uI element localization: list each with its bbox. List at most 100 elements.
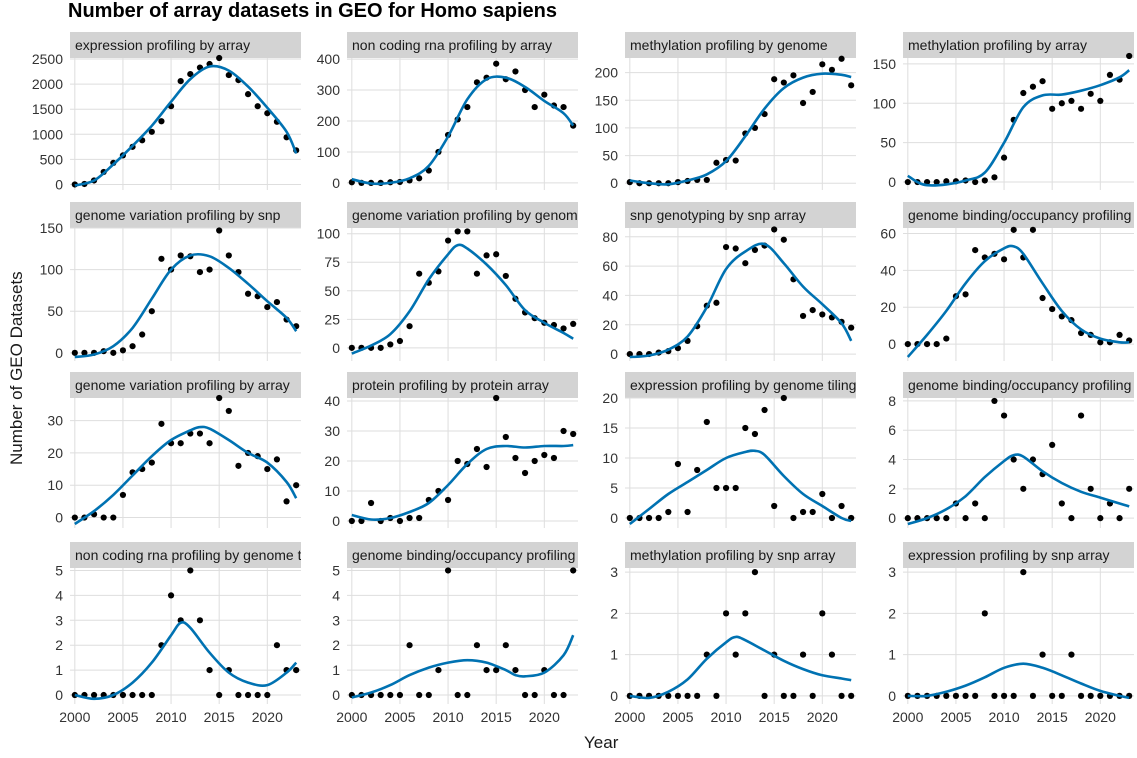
data-point [799,651,807,658]
y-tick-label: 200 [595,65,619,81]
data-point [129,343,136,350]
facet-label: genome variation profiling by array [75,377,290,393]
facet-label: genome variation profiling by snp [75,207,281,223]
data-point [904,178,911,186]
y-tick-label: 0 [332,340,340,356]
y-tick-label: 0 [332,513,340,529]
smooth-trend-line [629,635,852,700]
data-point [972,692,979,699]
data-point [541,451,548,459]
y-tick-label: 50 [880,135,896,151]
facet-label: protein profiling by protein array [352,377,549,393]
data-point [483,667,490,674]
y-tick-label: 30 [324,423,340,439]
data-point [264,691,271,699]
data-point [531,103,538,111]
data-point [1097,339,1104,346]
data-point [933,178,940,186]
x-tick-label: 2020 [529,709,560,725]
facet-label: methylation profiling by genome [630,37,828,53]
smooth-trend-line [351,243,574,355]
data-point [119,347,127,354]
data-point [560,325,567,332]
data-point [1058,100,1065,107]
facet-label: genome binding/occupancy profiling by sn… [352,547,656,563]
data-point [1087,90,1094,97]
y-tick-label: 2000 [32,76,63,92]
data-point [254,103,261,110]
data-point [1020,569,1027,576]
y-tick-label: 30 [47,413,63,429]
data-point [570,320,577,327]
y-tick-label: 4 [332,587,340,603]
data-point [216,54,223,62]
y-tick-label: 1 [888,647,896,663]
data-point [216,691,223,699]
data-point [521,691,529,699]
facet-panel-7: snp genotyping by snp array 0 20 40 60 80 [602,202,856,362]
data-point [819,610,826,617]
chart-title: Number of array datasets in GEO for Homo… [68,0,558,22]
data-point [1126,52,1133,60]
smooth-trend-line [907,69,1131,187]
facet-panel-13: non coding rna profiling by genome tilin… [55,542,301,725]
data-point [1010,692,1017,699]
facet-strip [903,372,1134,398]
y-tick-label: 5 [332,562,340,578]
facet-label: expression profiling by genome tiling ar… [630,377,892,393]
data-point [828,66,836,73]
y-tick-label: 100 [595,120,619,136]
data-point [560,427,567,435]
smooth-trend-line [629,72,852,186]
facet-panel-8: genome binding/occupancy profiling by ar… [880,202,1134,361]
y-tick-label: 20 [324,453,340,469]
data-point [71,514,78,521]
y-tick-label: 15 [602,420,618,436]
y-tick-label: 3 [332,612,340,628]
data-point [244,290,252,297]
facet-strip [625,202,856,228]
data-point [1068,515,1075,522]
data-point [196,269,204,276]
x-tick-label: 2015 [204,709,235,725]
data-point [541,91,548,98]
data-point [713,484,720,492]
data-point [550,691,558,699]
data-point [674,692,682,699]
facet-strip [70,32,301,58]
facet-panel-14: genome binding/occupancy profiling by sn… [332,542,656,725]
data-point [972,500,979,507]
data-point [1116,515,1123,522]
data-point [206,667,213,674]
data-point [244,691,252,699]
data-point [1020,485,1027,492]
data-point [904,515,911,522]
y-tick-label: 60 [602,258,618,274]
y-tick-label: 100 [317,144,341,160]
y-tick-label: 60 [880,226,896,242]
facet-label: genome variation profiling by genome [352,207,586,223]
data-point [225,71,232,79]
data-point [751,569,759,576]
data-point [119,491,127,499]
data-point [713,159,720,166]
facet-panel-9: genome variation profiling by array 0 10 20… [47,372,301,528]
data-point [1039,651,1046,658]
y-tick-label: 20 [602,317,618,333]
data-point [81,349,88,356]
data-point [761,406,768,414]
data-point [771,226,778,233]
data-point [819,61,826,68]
y-tick-label: 0 [55,345,63,361]
data-point [645,514,653,522]
y-tick-label: 1500 [32,101,63,117]
facet-strip [625,542,856,568]
data-point [732,651,739,658]
x-tick-label: 2010 [432,709,463,725]
data-point [1097,97,1104,105]
x-tick-label: 2005 [107,709,138,725]
y-tick-label: 10 [47,477,63,493]
data-point [1097,515,1104,522]
data-point [991,397,998,405]
